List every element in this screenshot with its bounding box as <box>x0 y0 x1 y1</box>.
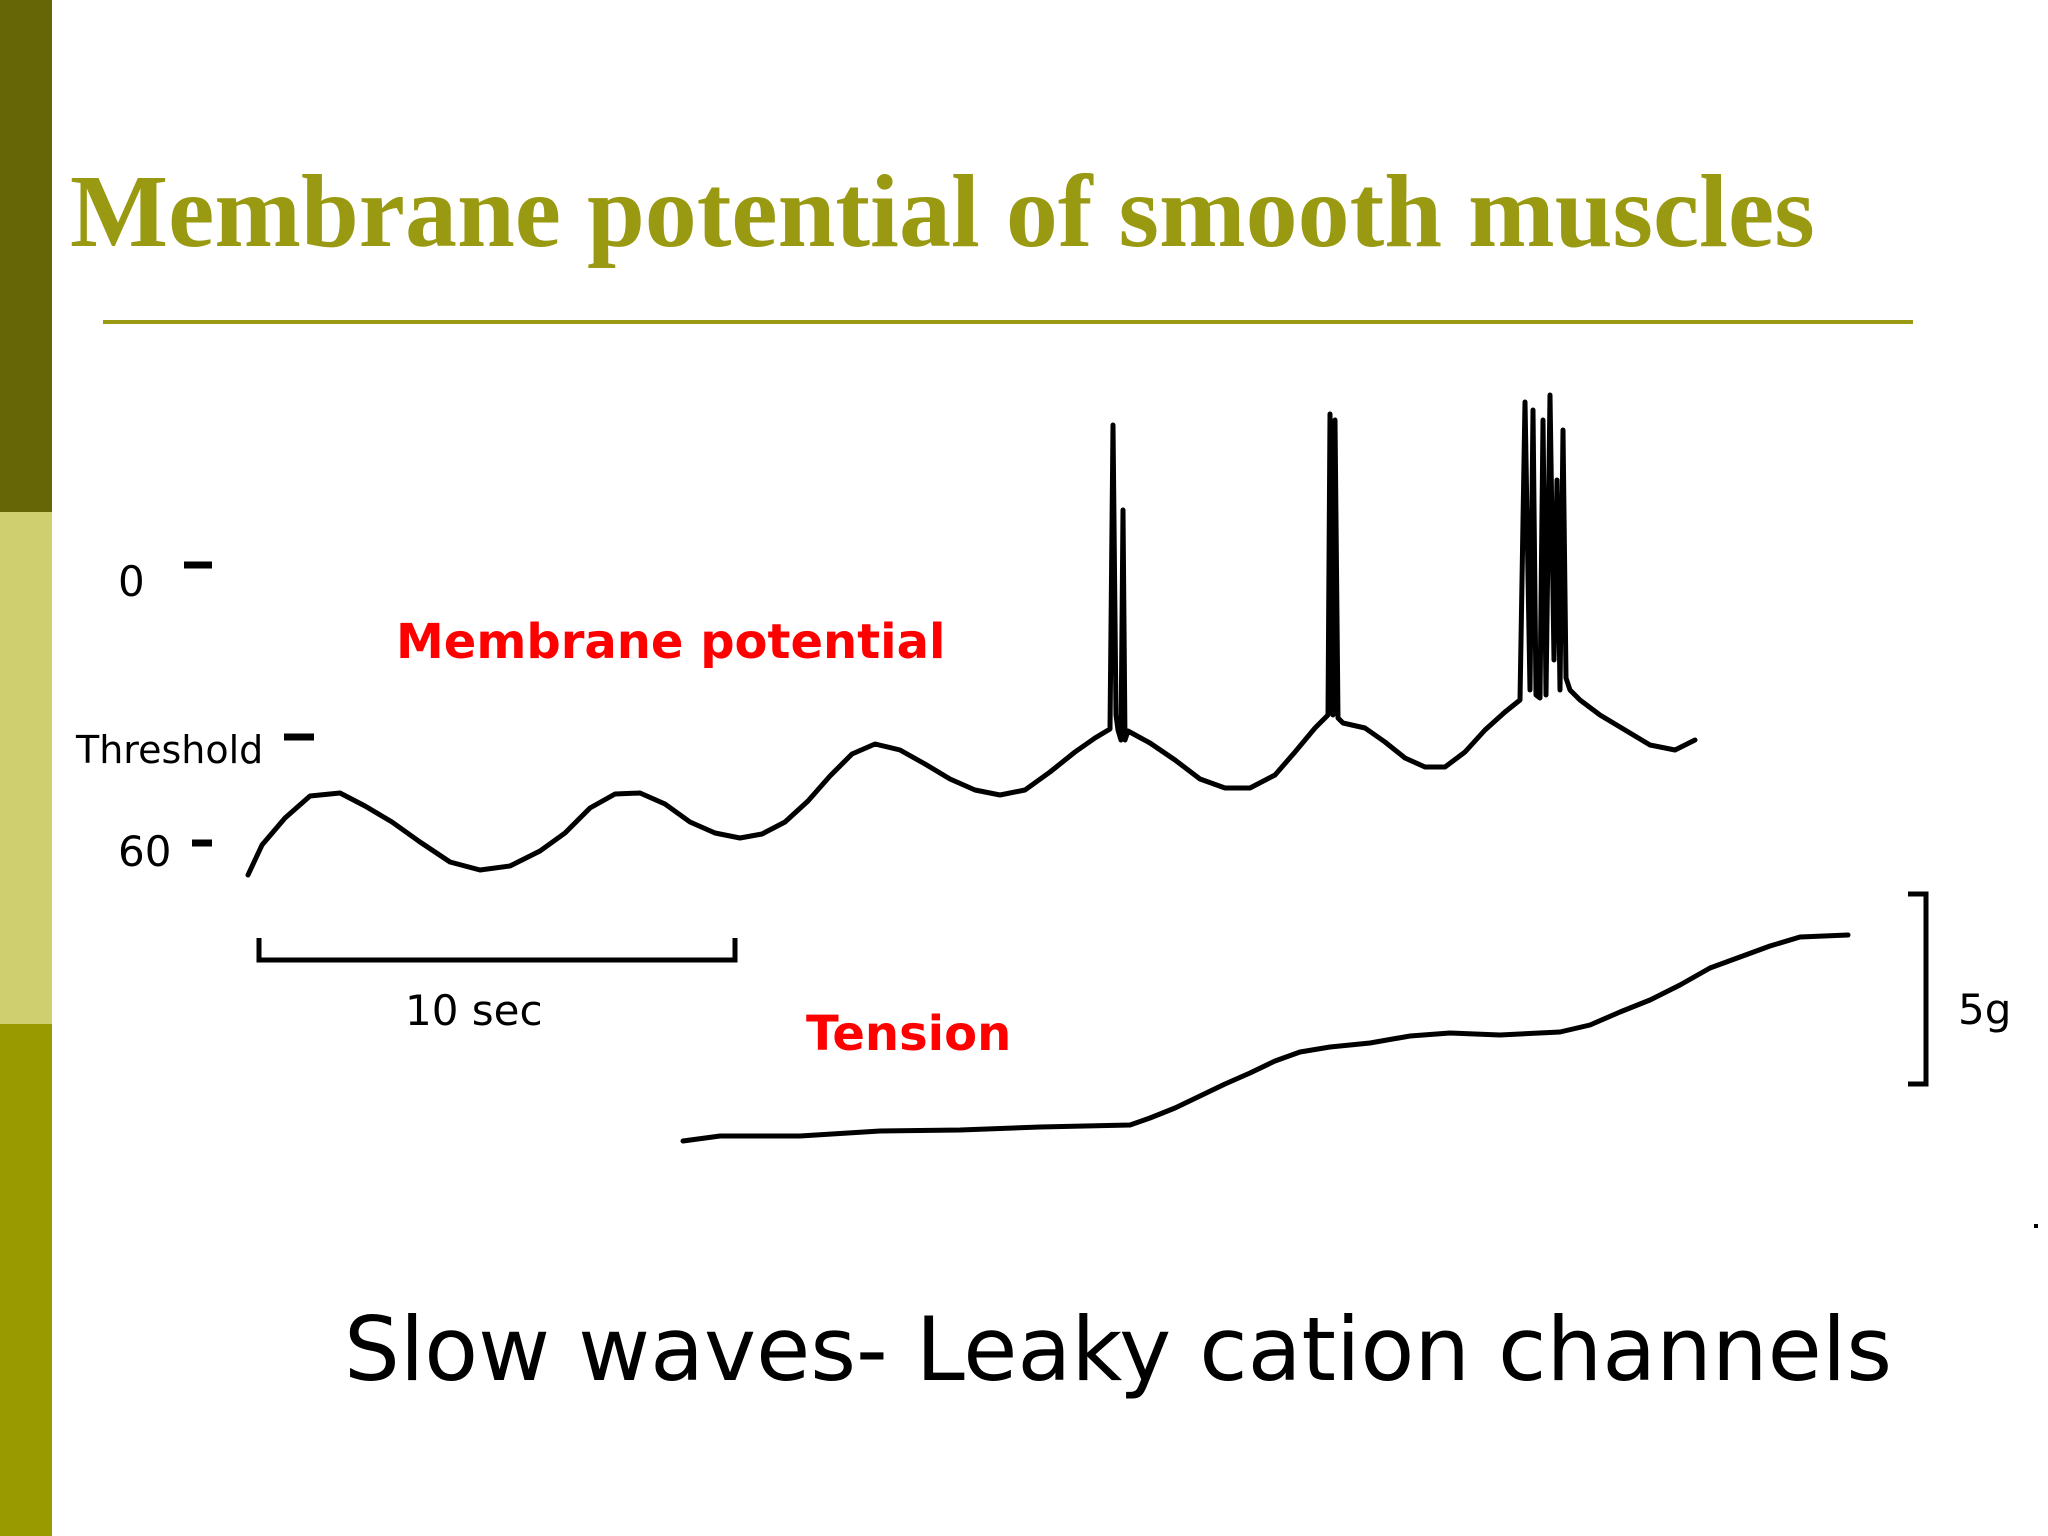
slide-caption: Slow waves- Leaky cation channels <box>344 1298 1893 1401</box>
membrane-potential-label: Membrane potential <box>396 614 945 670</box>
title-underline <box>103 320 1913 324</box>
time-scale-bar <box>256 938 738 963</box>
y-label-zero: 0 <box>118 557 145 606</box>
sidebar-band-bottom <box>0 1024 52 1536</box>
stray-dot <box>2034 1224 2038 1228</box>
tension-trace <box>680 932 1851 1144</box>
sidebar-band-middle <box>0 512 52 1024</box>
force-scale-bar <box>1908 891 1929 1087</box>
time-scale-label: 10 sec <box>405 986 543 1035</box>
sidebar-band-top <box>0 0 52 512</box>
force-scale-label: 5g <box>1958 985 2011 1034</box>
y-label-threshold: Threshold <box>75 728 263 772</box>
slide-title: Membrane potential of smooth muscles <box>70 154 1815 269</box>
tension-label: Tension <box>806 1006 1011 1062</box>
y-label-sixty: 60 <box>118 827 171 876</box>
membrane-potential-trace <box>245 392 1698 878</box>
